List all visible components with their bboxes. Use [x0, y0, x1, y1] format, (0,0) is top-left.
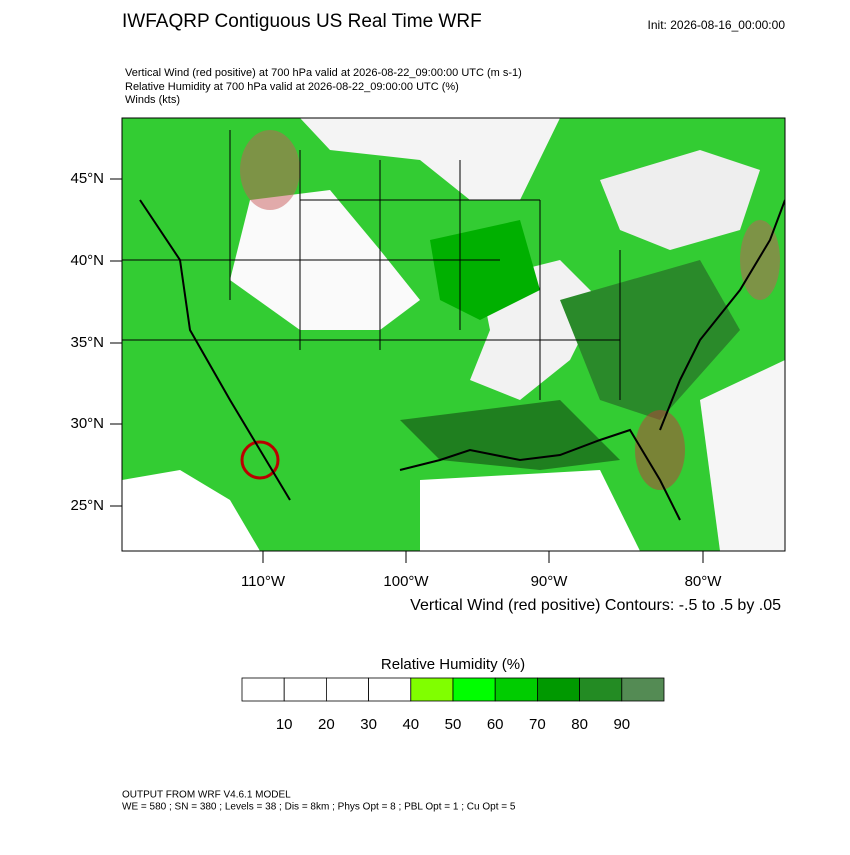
axes: 45°N 40°N 35°N 30°N 25°N 110°W 100°W 90°W 80°W — [70, 170, 722, 590]
colorbar-label: 10 — [276, 716, 293, 733]
colorbar-box — [494, 677, 538, 702]
lat-label: 45°N — [70, 170, 104, 187]
lon-label: 100°W — [383, 573, 429, 590]
init-time: Init: 2026-08-16_00:00:00 — [648, 18, 786, 32]
colorbar-box — [283, 677, 327, 702]
colorbar: 10 20 30 40 50 60 70 80 90 — [241, 677, 665, 733]
field-line: Relative Humidity at 700 hPa valid at 20… — [125, 81, 459, 93]
colorbar-label: 30 — [360, 716, 377, 733]
colorbar-label: 40 — [402, 716, 419, 733]
field-line: Winds (kts) — [125, 94, 180, 106]
lon-label: 80°W — [685, 573, 723, 590]
colorbar-title: Relative Humidity (%) — [381, 656, 525, 673]
colorbar-box — [579, 677, 623, 702]
footer-line: WE = 580 ; SN = 380 ; Levels = 38 ; Dis … — [122, 802, 516, 813]
lat-label: 40°N — [70, 252, 104, 269]
colorbar-label: 90 — [613, 716, 630, 733]
lon-label: 90°W — [531, 573, 569, 590]
colorbar-label: 60 — [487, 716, 504, 733]
colorbar-box — [410, 677, 454, 702]
colorbar-label: 80 — [571, 716, 588, 733]
map — [121, 117, 786, 552]
lat-label: 30°N — [70, 415, 104, 432]
lon-label: 110°W — [241, 573, 286, 590]
field-line: Vertical Wind (red positive) at 700 hPa … — [125, 67, 522, 79]
colorbar-label: 50 — [445, 716, 462, 733]
colorbar-box — [537, 677, 581, 702]
colorbar-box — [368, 677, 412, 702]
colorbar-box — [241, 677, 285, 702]
lat-label: 25°N — [70, 497, 104, 514]
colorbar-box — [621, 677, 665, 702]
colorbar-label: 20 — [318, 716, 335, 733]
colorbar-label: 70 — [529, 716, 546, 733]
title: IWFAQRP Contiguous US Real Time WRF — [122, 11, 482, 32]
contour-note: Vertical Wind (red positive) Contours: -… — [410, 597, 781, 614]
footer-line: OUTPUT FROM WRF V4.6.1 MODEL — [122, 790, 291, 801]
colorbar-box — [325, 677, 369, 702]
lat-label: 35°N — [70, 334, 104, 351]
colorbar-box — [452, 677, 496, 702]
